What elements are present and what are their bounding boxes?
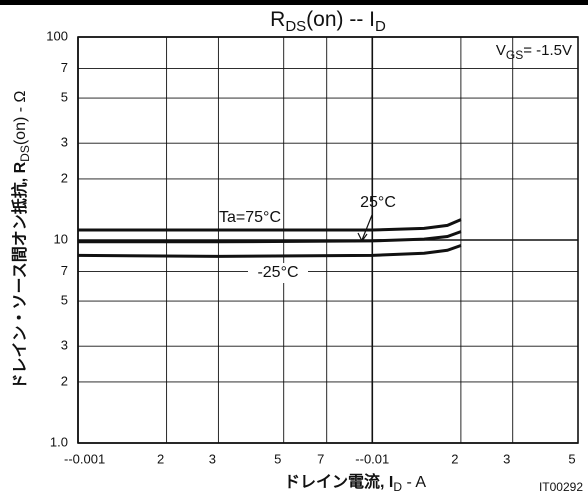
y-tick-label: 5 <box>61 293 68 308</box>
x-tick-label: 2 <box>157 451 164 466</box>
title-sub: D <box>375 18 386 35</box>
y-tick-label: 2 <box>61 170 68 185</box>
label-part: (on) - Ω <box>12 90 29 145</box>
x-tick-label: 2 <box>451 451 458 466</box>
y-tick-label: 3 <box>61 338 68 353</box>
y-tick-label: 7 <box>61 263 68 278</box>
label-sub: D <box>393 480 402 494</box>
label-part: - A <box>402 474 426 491</box>
y-tick-label: 2 <box>61 373 68 388</box>
condition-part: = -1.5V <box>523 42 572 59</box>
series-label: -25°C <box>257 264 298 281</box>
series-label: 25°C <box>360 194 396 211</box>
condition-sub: GS <box>506 48 523 62</box>
y-tick-label: 1.0 <box>50 434 68 449</box>
chart-title: RDS(on) -- ID <box>270 8 386 35</box>
x-tick-label: 5 <box>274 451 281 466</box>
plot-frame <box>77 36 579 444</box>
figure-code: IT00292 <box>539 480 583 494</box>
y-tick-label: 10 <box>54 231 68 246</box>
label-part: ドレイン・ソース間オン抵抗, R <box>10 161 29 389</box>
label-sub: DS <box>18 145 32 162</box>
condition-part: V <box>496 42 506 59</box>
title-part: (on) -- I <box>306 8 375 31</box>
series-line <box>77 244 462 258</box>
label-arrow <box>357 214 373 243</box>
y-tick-label: 7 <box>61 60 68 75</box>
title-sub: DS <box>285 18 306 35</box>
y-tick-label: 100 <box>46 28 68 43</box>
series-label: Ta=75°C <box>219 209 281 226</box>
x-tick-label: --0.01 <box>355 451 389 466</box>
label-bg <box>248 263 308 283</box>
title-part: R <box>270 8 285 31</box>
top-bar <box>0 0 588 5</box>
x-tick-label: 3 <box>209 451 216 466</box>
y-axis-label: ドレイン・ソース間オン抵抗, RDS(on) - Ω <box>10 90 32 389</box>
x-tick-label: 3 <box>503 451 510 466</box>
x-tick-label: 7 <box>317 451 324 466</box>
label-part: ドレイン電流, I <box>284 472 393 491</box>
y-tick-label: 5 <box>61 90 68 105</box>
y-tick-label: 3 <box>61 135 68 150</box>
condition: VGS= -1.5V <box>496 42 572 62</box>
x-tick-label: 5 <box>568 451 575 466</box>
series-line <box>78 218 462 232</box>
series-line <box>78 230 462 244</box>
x-axis-label: ドレイン電流, ID - A <box>284 472 426 494</box>
x-tick-label: --0.001 <box>64 451 105 466</box>
